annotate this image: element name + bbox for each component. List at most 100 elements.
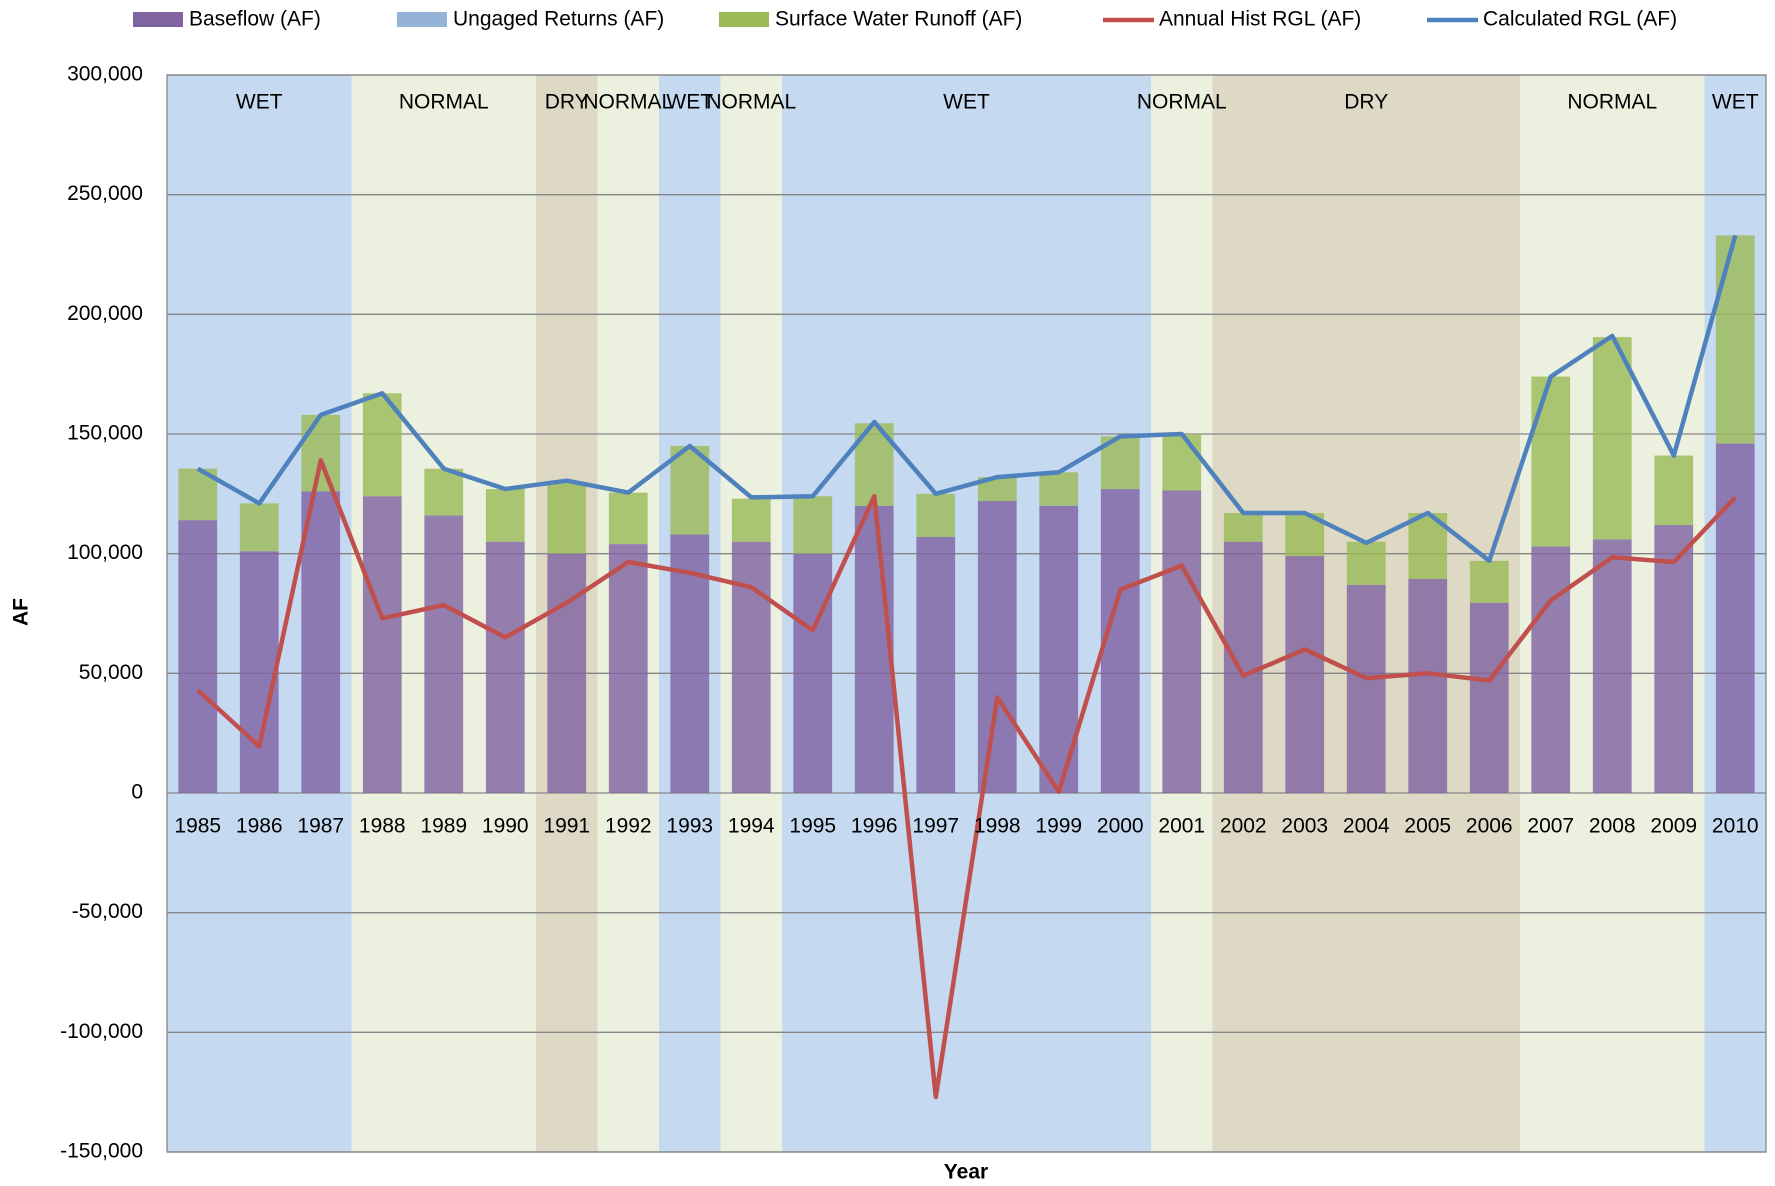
band-label: WET (666, 91, 713, 114)
bar-segment (854, 505, 894, 793)
x-tick-label: 2006 (1466, 815, 1513, 838)
x-tick-label: 1992 (605, 815, 652, 838)
bar-segment (424, 468, 464, 516)
y-tick-label: 0 (131, 781, 143, 804)
bar-segment (1592, 337, 1632, 540)
climate-band (782, 75, 1151, 1152)
bar-segment (977, 501, 1017, 793)
legend-swatch (397, 12, 447, 27)
bar-segment (670, 445, 710, 535)
bar-segment (1654, 524, 1694, 793)
bar-segment (608, 544, 648, 793)
bar-segment (1592, 539, 1632, 793)
bar-segment (1469, 560, 1509, 603)
bar-segment (793, 553, 833, 793)
x-tick-label: 1990 (482, 815, 529, 838)
legend-label: Surface Water Runoff (AF) (775, 8, 1022, 31)
x-tick-label: 1986 (236, 815, 283, 838)
x-tick-label: 2007 (1527, 815, 1574, 838)
bar-segment (1100, 489, 1140, 793)
y-tick-label: 100,000 (67, 541, 143, 564)
x-tick-label: 2009 (1650, 815, 1697, 838)
y-tick-label: 250,000 (67, 182, 143, 205)
x-axis-title: Year (944, 1161, 988, 1184)
x-tick-label: 1994 (728, 815, 775, 838)
bar-segment (362, 496, 402, 793)
band-label: NORMAL (1137, 91, 1227, 114)
bar-segment (916, 536, 956, 793)
band-label: WET (236, 91, 283, 114)
line-series (196, 234, 1738, 564)
bar-segment (1346, 541, 1386, 585)
y-tick-label: -50,000 (72, 900, 143, 923)
y-tick-label: 150,000 (67, 422, 143, 445)
bar-segment (731, 541, 771, 793)
band-label: WET (943, 91, 990, 114)
legend-swatch (133, 12, 183, 27)
bar-segment (1285, 556, 1325, 793)
band-label: NORMAL (583, 91, 673, 114)
x-tick-label: 2001 (1158, 815, 1205, 838)
bar-segment (301, 491, 341, 793)
x-tick-label: 2000 (1097, 815, 1144, 838)
y-axis-title: AF (10, 598, 33, 626)
bar-segment (731, 498, 771, 542)
x-tick-label: 2005 (1404, 815, 1451, 838)
y-tick-label: -100,000 (60, 1020, 143, 1043)
bar-segment (1039, 472, 1079, 506)
bar-segment (485, 541, 525, 793)
y-tick-label: -150,000 (60, 1140, 143, 1163)
x-tick-label: 2008 (1589, 815, 1636, 838)
x-tick-label: 1989 (420, 815, 467, 838)
bar-segment (1531, 546, 1571, 793)
bar-segment (1223, 512, 1263, 542)
x-tick-label: 1991 (543, 815, 590, 838)
band-layer (167, 75, 1766, 1152)
bar-segment (793, 496, 833, 554)
legend-swatch (719, 12, 769, 27)
band-label: DRY (545, 91, 589, 114)
bar-segment (916, 493, 956, 537)
line-layer (196, 234, 1738, 1100)
bar-segment (485, 489, 525, 542)
bar-segment (301, 414, 341, 492)
legend-label: Baseflow (AF) (189, 8, 321, 31)
x-tick-label: 1985 (174, 815, 221, 838)
x-tick-label: 1999 (1035, 815, 1082, 838)
x-tick-label: 2010 (1712, 815, 1759, 838)
x-tick-label: 1998 (974, 815, 1021, 838)
x-tick-label: 1995 (789, 815, 836, 838)
bar-segment (1408, 578, 1448, 793)
band-label: WET (1712, 91, 1759, 114)
y-tick-label: 300,000 (67, 63, 143, 86)
bar-segment (1223, 541, 1263, 793)
bar-segment (1469, 602, 1509, 793)
bar-segment (608, 492, 648, 545)
bar-segment (547, 481, 587, 554)
bar-segment (1654, 455, 1694, 525)
plot-border (166, 74, 1767, 1153)
bar-segment (1715, 235, 1755, 444)
legend-label: Ungaged Returns (AF) (453, 8, 664, 31)
band-label: NORMAL (399, 91, 489, 114)
bar-segment (239, 551, 279, 793)
x-tick-label: 2003 (1281, 815, 1328, 838)
x-tick-label: 1996 (851, 815, 898, 838)
band-label: NORMAL (1567, 91, 1657, 114)
bar-segment (1162, 434, 1202, 491)
band-label: DRY (1344, 91, 1388, 114)
band-label: NORMAL (706, 91, 796, 114)
bar-segment (977, 477, 1017, 502)
y-tick-label: 50,000 (79, 661, 143, 684)
x-tick-label: 1997 (912, 815, 959, 838)
legend-label: Calculated RGL (AF) (1483, 8, 1677, 31)
bar-layer (178, 235, 1755, 793)
bar-segment (1715, 443, 1755, 793)
x-tick-label: 1993 (666, 815, 713, 838)
x-tick-label: 1988 (359, 815, 406, 838)
y-tick-label: 200,000 (67, 302, 143, 325)
line-series (196, 458, 1737, 1100)
